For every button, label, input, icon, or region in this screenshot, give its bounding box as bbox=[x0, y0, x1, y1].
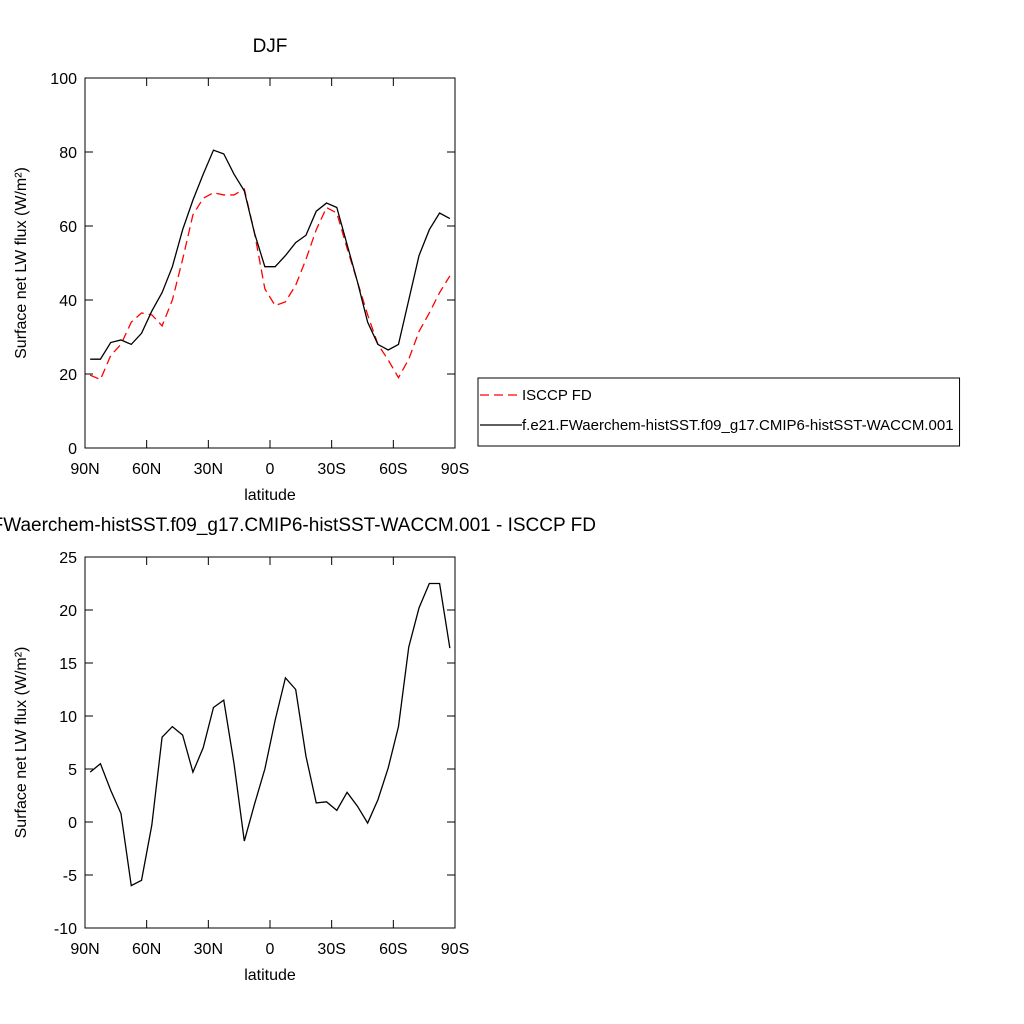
y-tick-label: -5 bbox=[63, 868, 77, 885]
x-tick-label: 90S bbox=[441, 941, 469, 958]
y-tick-label: 60 bbox=[59, 219, 77, 236]
y-tick-label: 20 bbox=[59, 367, 77, 384]
data-line bbox=[89, 582, 451, 887]
x-tick-label: 90N bbox=[70, 941, 99, 958]
y-axis-label: Surface net LW flux (W/m²) bbox=[13, 167, 30, 359]
x-tick-label: 0 bbox=[266, 941, 275, 958]
y-tick-label: 0 bbox=[68, 815, 77, 832]
y-tick-label: 20 bbox=[59, 603, 77, 620]
y-tick-label: -10 bbox=[54, 921, 77, 938]
chart-title: f.e21.FWaerchem-histSST.f09_g17.CMIP6-hi… bbox=[0, 515, 596, 536]
x-tick-label: 30S bbox=[317, 941, 345, 958]
x-axis-label: latitude bbox=[244, 967, 296, 984]
y-tick-label: 25 bbox=[59, 550, 77, 567]
data-line bbox=[89, 187, 451, 381]
plot-frame bbox=[84, 77, 456, 449]
legend-label: ISCCP FD bbox=[522, 387, 592, 404]
x-tick-label: 30N bbox=[194, 941, 223, 958]
x-tick-label: 90S bbox=[441, 461, 469, 478]
x-tick-label: 0 bbox=[266, 461, 275, 478]
x-tick-label: 60N bbox=[132, 461, 161, 478]
x-tick-label: 90N bbox=[70, 461, 99, 478]
y-tick-label: 0 bbox=[68, 441, 77, 458]
y-axis-label: Surface net LW flux (W/m²) bbox=[13, 647, 30, 839]
x-axis-label: latitude bbox=[244, 487, 296, 504]
legend: ISCCP FD f.e21.FWaerchem-histSST.f09_g17.… bbox=[477, 377, 961, 447]
y-tick-label: 100 bbox=[50, 71, 77, 88]
panel: 90N 60N 30N 0 30S 60S 90S -10 -5 0 5 10 15 20 25 f.e21.… bbox=[0, 515, 596, 984]
x-tick-label: 30N bbox=[194, 461, 223, 478]
legend-box bbox=[477, 377, 961, 447]
chart-title: DJF bbox=[253, 36, 288, 57]
legend-label: f.e21.FWaerchem-histSST.f09_g17.CMIP6-hi… bbox=[522, 417, 954, 434]
x-tick-label: 30S bbox=[317, 461, 345, 478]
panel: 90N 60N 30N 0 30S 60S 90S 0 20 40 60 80 100 DJF latitu… bbox=[13, 36, 961, 504]
y-tick-label: 40 bbox=[59, 293, 77, 310]
y-tick-label: 80 bbox=[59, 145, 77, 162]
x-tick-label: 60S bbox=[379, 461, 407, 478]
x-tick-label: 60S bbox=[379, 941, 407, 958]
data-line bbox=[90, 149, 451, 360]
y-tick-label: 5 bbox=[68, 762, 77, 779]
y-tick-label: 15 bbox=[59, 656, 77, 673]
x-tick-label: 60N bbox=[132, 941, 161, 958]
y-tick-label: 10 bbox=[59, 709, 77, 726]
